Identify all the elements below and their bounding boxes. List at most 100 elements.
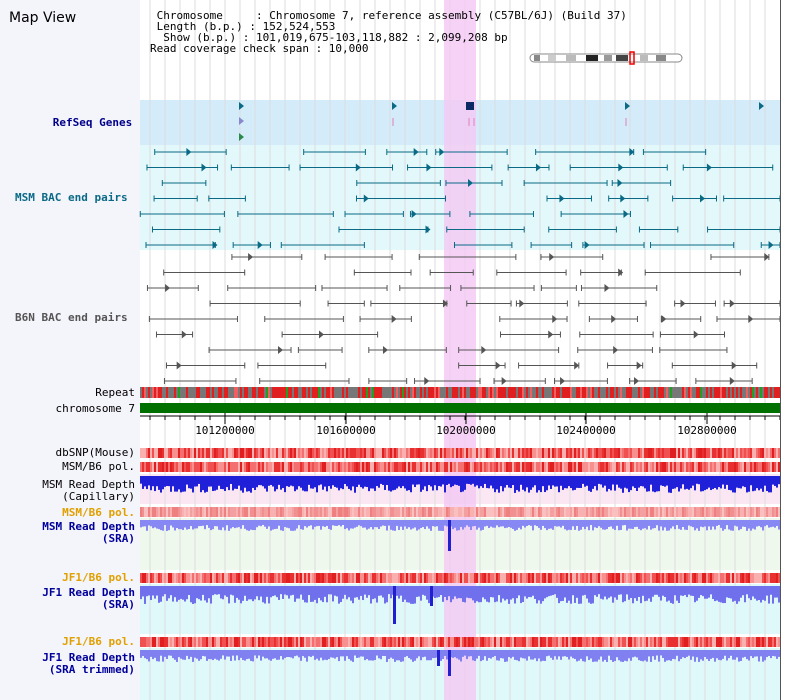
heat-cell [626, 448, 628, 458]
heat-cell [410, 507, 412, 517]
heat-cell [254, 448, 256, 458]
depth-bar [206, 520, 208, 526]
depth-bar [480, 520, 482, 531]
depth-bar [696, 586, 698, 601]
heat-cell [736, 507, 738, 517]
depth-bar [272, 476, 274, 487]
label-chromosome[interactable]: chromosome 7 [55, 402, 135, 415]
depth-bar [704, 586, 706, 599]
depth-bar [722, 476, 724, 485]
pair-end-arrow [768, 241, 774, 249]
label-msm-b6-pol-2[interactable]: MSM/B6 pol. [62, 506, 135, 519]
label-jf1-depth-sra[interactable]: JF1 Read Depth [42, 586, 135, 599]
heat-cell [560, 507, 562, 517]
heat-cell [764, 462, 766, 472]
heat-cell [204, 637, 206, 647]
depth-bar [666, 650, 668, 661]
heat-cell [276, 462, 278, 472]
depth-bar [754, 520, 756, 530]
label-jf1-depth-trim[interactable]: JF1 Read Depth [42, 651, 135, 664]
label-msm-depth-sra[interactable]: MSM Read Depth [42, 520, 135, 533]
heat-cell [422, 507, 424, 517]
depth-bar [258, 476, 260, 486]
heat-cell [708, 462, 710, 472]
depth-bar [634, 650, 636, 657]
heat-cell [250, 462, 252, 472]
heat-cell [354, 573, 356, 583]
depth-bar [604, 586, 606, 597]
heat-cell [162, 507, 164, 517]
label-repeat[interactable]: Repeat [95, 386, 135, 399]
heat-cell [202, 462, 204, 472]
heat-cell [174, 507, 176, 517]
repeat-segment [620, 387, 622, 398]
heat-cell [294, 462, 296, 472]
depth-bar [212, 476, 214, 492]
heat-cell [584, 637, 586, 647]
label-msm-b6-pol[interactable]: MSM/B6 pol. [62, 460, 135, 473]
heat-cell [212, 448, 214, 458]
label-msm-depth-cap[interactable]: MSM Read Depth [42, 478, 135, 491]
depth-bar [512, 476, 514, 486]
repeat-segment [682, 387, 684, 398]
depth-bar [156, 586, 158, 596]
heat-cell [434, 462, 436, 472]
label-jf1-b6-pol-2[interactable]: JF1/B6 pol. [62, 635, 135, 648]
depth-bar [606, 476, 608, 492]
depth-bar [364, 586, 366, 595]
depth-bar [728, 520, 730, 530]
depth-bar [544, 476, 546, 493]
depth-bar [638, 586, 640, 597]
depth-bar [290, 586, 292, 596]
depth-bar [340, 476, 342, 489]
depth-bar [408, 650, 410, 659]
depth-bar [408, 520, 410, 528]
depth-bar [576, 476, 578, 488]
heat-cell [242, 462, 244, 472]
heat-cell [526, 507, 528, 517]
chromosome-ideogram[interactable] [529, 51, 683, 65]
heat-cell [712, 462, 714, 472]
heat-cell [420, 637, 422, 647]
pair-end-arrow [560, 377, 566, 385]
repeat-segment [630, 387, 632, 398]
depth-bar [678, 476, 680, 492]
heat-cell [234, 573, 236, 583]
repeat-segment [510, 387, 512, 398]
depth-bar [722, 650, 724, 659]
gene-marker [625, 102, 630, 110]
heat-cell [320, 448, 322, 458]
depth-bar [488, 520, 490, 529]
heat-cell [550, 507, 552, 517]
depth-bar [442, 586, 444, 602]
depth-bar [362, 476, 364, 489]
depth-bar [484, 650, 486, 657]
heat-cell [542, 462, 544, 472]
heat-cell [646, 637, 648, 647]
pair-end-arrow [617, 179, 623, 187]
heat-cell [608, 507, 610, 517]
heat-cell [604, 448, 606, 458]
heat-cell [672, 573, 674, 583]
heat-cell [292, 573, 294, 583]
heat-cell [498, 462, 500, 472]
heat-cell [688, 637, 690, 647]
depth-bar [648, 650, 650, 657]
label-dbsnp[interactable]: dbSNP(Mouse) [55, 446, 135, 459]
label-refseq-genes[interactable]: RefSeq Genes [52, 116, 133, 129]
label-b6n-bac[interactable]: B6N BAC end pairs [15, 311, 128, 324]
heat-cell [212, 462, 214, 472]
repeat-segment [452, 387, 454, 398]
repeat-segment [316, 387, 318, 398]
depth-bar [748, 650, 750, 661]
label-jf1-b6-pol[interactable]: JF1/B6 pol. [62, 571, 135, 584]
label-msm-bac[interactable]: MSM BAC end pairs [15, 191, 128, 204]
heat-cell [238, 573, 240, 583]
depth-bar [636, 586, 638, 601]
depth-bar [516, 586, 518, 599]
depth-bar [390, 520, 392, 530]
heat-cell [322, 573, 324, 583]
heat-cell [604, 462, 606, 472]
heat-cell [606, 507, 608, 517]
